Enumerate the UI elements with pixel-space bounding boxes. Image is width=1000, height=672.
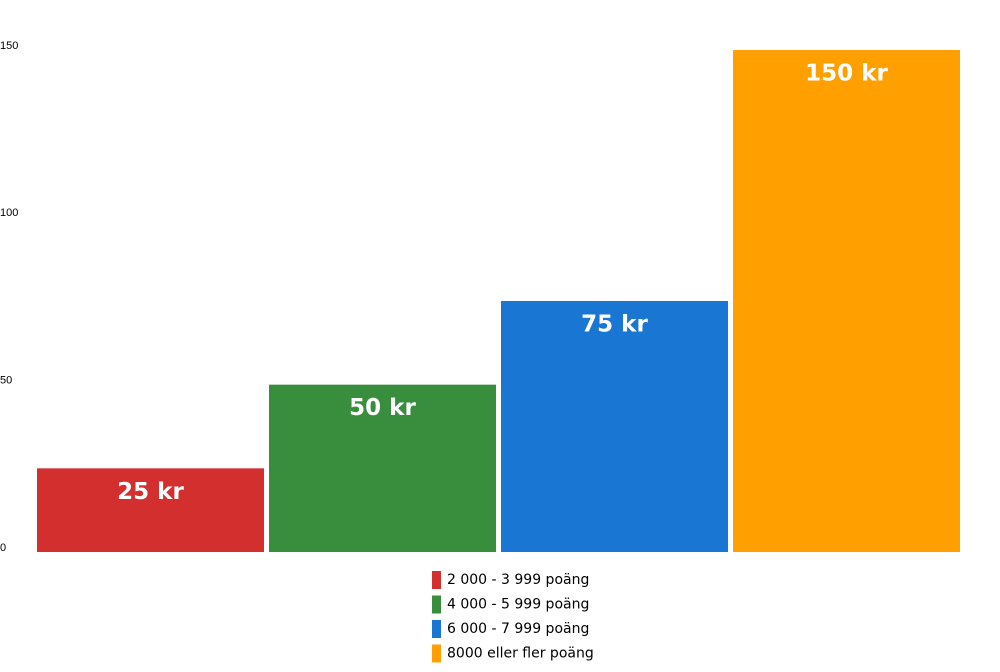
bar [501,301,728,552]
y-tick-label: 100 [0,207,18,219]
y-tick-label: 50 [0,375,12,387]
legend-swatch [432,644,441,663]
bar [269,384,496,552]
value-label: 150 kr [805,61,888,87]
y-tick-label: 0 [0,542,6,554]
legend-label: 8000 eller fler poäng [447,646,594,662]
value-label: 25 kr [117,479,184,505]
legend-swatch [432,620,441,638]
bar [37,468,264,552]
legend-swatch [432,595,441,614]
bar [733,50,960,552]
value-label: 50 kr [349,395,416,421]
legend-label: 4 000 - 5 999 poäng [447,597,589,613]
legend-swatch [432,571,441,589]
legend-label: 6 000 - 7 999 poäng [447,621,589,637]
legend-label: 2 000 - 3 999 poäng [447,572,589,588]
value-label: 75 kr [581,312,648,338]
y-tick-label: 150 [0,40,18,52]
